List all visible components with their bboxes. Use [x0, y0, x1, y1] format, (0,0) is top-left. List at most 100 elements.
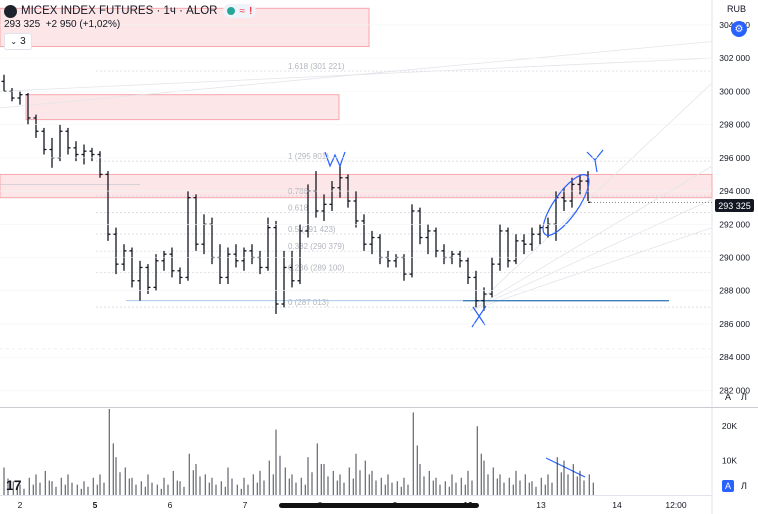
ohlc-bar	[521, 234, 527, 255]
ohlc-bar	[273, 220, 279, 314]
ohlc-bar	[377, 234, 383, 265]
ohlc-bar	[505, 227, 511, 268]
fib-level-label: 1.618 (301 221)	[288, 62, 345, 71]
ohlc-bar	[537, 224, 543, 245]
fib-level-label: 0.382 (290 379)	[288, 242, 345, 251]
price-change: +2 950 (+1,02%)	[45, 19, 121, 30]
resistance-zone	[0, 7, 370, 48]
interval-label[interactable]: 1ч	[163, 5, 176, 17]
fib-level-label: 0.786	[288, 187, 309, 196]
ohlc-bar	[369, 230, 375, 255]
time-tick-label: 6	[168, 500, 173, 510]
annotation-y	[586, 149, 604, 173]
fib-level-label: 1 (295 801)	[288, 152, 329, 161]
volume-tick-label: 10K	[722, 456, 737, 466]
ohlc-bar	[457, 250, 463, 268]
ohlc-bar	[425, 224, 431, 255]
indicators-toggle[interactable]: ⌄ 3	[4, 33, 32, 50]
ohlc-bar	[89, 147, 95, 162]
volume-tick-label: 20K	[722, 421, 737, 431]
fan-ray	[469, 82, 713, 311]
annotation-ellipse	[542, 174, 590, 236]
ohlc-bar	[1, 74, 7, 93]
price-tick-label: 288 000	[719, 286, 750, 296]
currency-label[interactable]: RUB	[726, 4, 746, 14]
time-tick-label: 7	[243, 500, 248, 510]
ohlc-bar	[185, 191, 191, 281]
last-price-tag: 293 325	[715, 199, 754, 212]
ohlc-bar	[33, 114, 39, 138]
ohlc-bar	[257, 250, 263, 275]
ohlc-bar	[169, 247, 175, 278]
ohlc-bar	[297, 224, 303, 285]
time-tick-label: 14	[612, 500, 622, 510]
price-tick-label: 302 000	[719, 53, 750, 63]
wave-icon: ≈	[239, 5, 245, 17]
ohlc-bar	[57, 124, 63, 162]
ohlc-bar	[329, 181, 335, 211]
ohlc-bar	[153, 254, 159, 291]
log-scale-button[interactable]: Л	[741, 392, 747, 402]
ohlc-bar	[49, 137, 55, 168]
annotation-x	[471, 305, 487, 328]
ohlc-bar	[241, 247, 247, 271]
indicator-count: 3	[20, 36, 26, 47]
ohlc-bar	[193, 194, 199, 251]
time-tick-label: 2	[18, 500, 23, 510]
price-tick-label: 298 000	[719, 120, 750, 130]
resistance-zone	[25, 94, 340, 121]
market-open-icon	[227, 7, 236, 15]
price-tick-label: 282 000	[719, 385, 750, 395]
symbol-name[interactable]: MICEX INDEX FUTURES	[21, 5, 154, 17]
ohlc-bar	[105, 171, 111, 241]
price-tick-label: 294 000	[719, 186, 750, 196]
volume-auto-scale-button[interactable]: A	[722, 480, 734, 492]
symbol-logo-icon	[4, 4, 17, 18]
fan-ray	[469, 198, 713, 312]
ohlc-bar	[217, 244, 223, 285]
ohlc-bar	[569, 177, 575, 208]
ohlc-bar	[145, 264, 151, 295]
settings-gear-icon[interactable]: ⚙	[731, 21, 747, 37]
home-indicator	[279, 503, 479, 508]
auto-scale-button[interactable]: A	[724, 392, 731, 402]
ohlc-bar	[401, 254, 407, 281]
ohlc-bar	[225, 247, 231, 285]
tradingview-logo-icon: 17	[6, 477, 22, 493]
ohlc-bar	[433, 227, 439, 258]
ohlc-bar	[513, 234, 519, 265]
fan-ray	[469, 165, 713, 311]
ohlc-bar	[177, 267, 183, 285]
fib-level-label: 0.618	[288, 204, 309, 213]
ohlc-bar	[465, 257, 471, 285]
ohlc-bar	[441, 244, 447, 265]
ohlc-bar	[337, 164, 343, 198]
ohlc-bar	[497, 224, 503, 271]
alert-icon: !	[248, 5, 253, 17]
ohlc-bar	[529, 227, 535, 251]
time-tick-label: 12:00	[665, 500, 687, 510]
ohlc-bar	[209, 217, 215, 265]
ohlc-bar	[233, 244, 239, 268]
last-price: 293 325	[4, 19, 41, 30]
ohlc-bar	[393, 254, 399, 268]
time-tick-label: 5	[93, 500, 98, 510]
price-summary: 293 325 +2 950 (+1,02%)	[4, 19, 120, 30]
ohlc-bar	[289, 250, 295, 288]
ohlc-bar	[249, 244, 255, 265]
ohlc-bar	[481, 287, 487, 311]
chevron-down-icon: ⌄	[10, 37, 18, 46]
annotation-w	[324, 151, 346, 168]
ohlc-bar	[41, 127, 47, 155]
volume-log-scale-button[interactable]: Л	[741, 481, 747, 491]
ohlc-bar	[353, 191, 359, 228]
ohlc-bar	[281, 250, 287, 308]
ohlc-bar	[113, 227, 119, 275]
fan-ray	[0, 41, 713, 109]
ohlc-bar	[9, 88, 15, 102]
fan-ray	[469, 227, 713, 312]
time-tick-label: 13	[536, 500, 546, 510]
ohlc-bar	[129, 247, 135, 288]
status-pill[interactable]: ≈ !	[223, 4, 257, 18]
